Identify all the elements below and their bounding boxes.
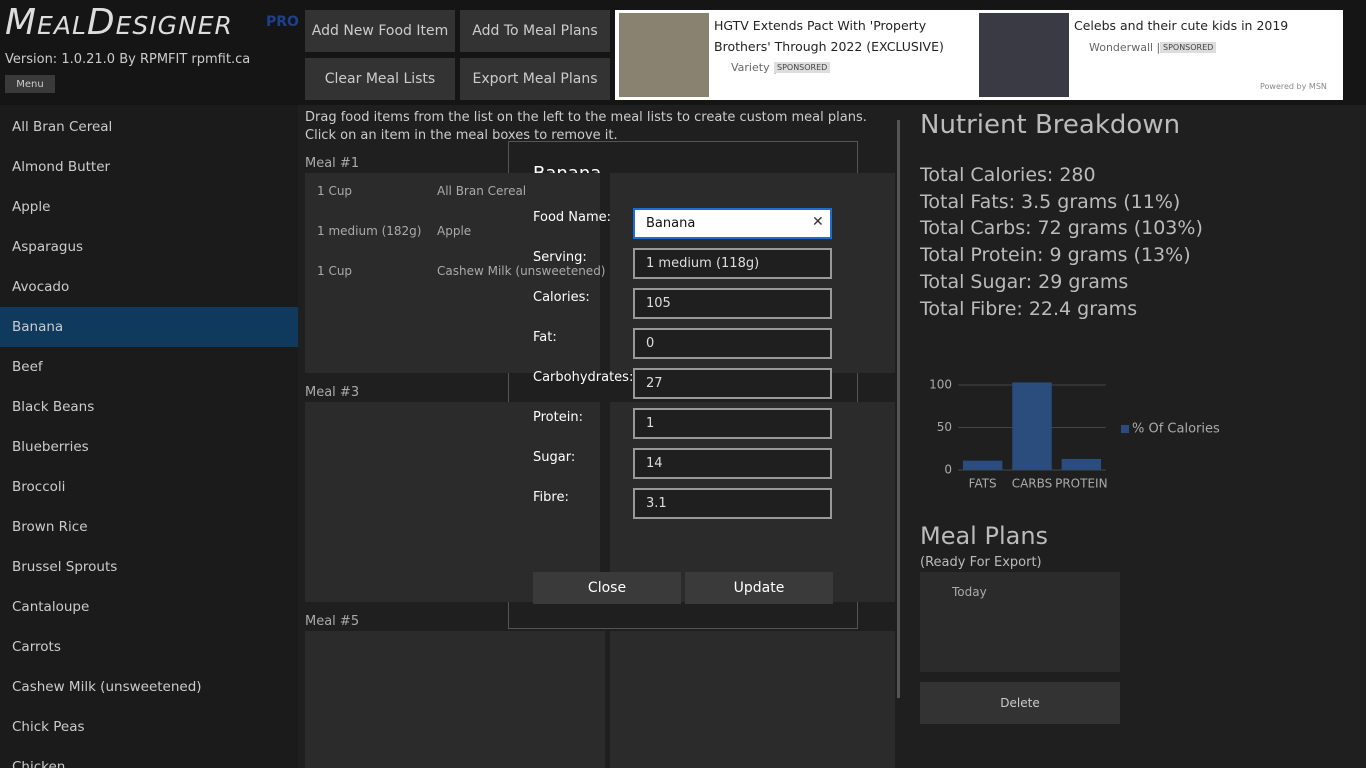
food-item[interactable]: Brown Rice [12,519,88,535]
toolbar-button[interactable]: Add New Food Item [305,10,455,52]
food-item[interactable]: Carrots [12,639,61,655]
ad-image[interactable] [979,13,1069,97]
meal-item-food[interactable]: Apple [437,224,472,238]
bar [1012,382,1052,470]
field-label: Food Name: [533,210,612,225]
meal-item-food[interactable]: All Bran Cereal [437,184,527,198]
logo-badge: PRO [266,14,299,30]
food-item[interactable]: Avocado [12,279,70,295]
food-item[interactable]: All Bran Cereal [12,119,113,135]
meal-box [305,173,600,373]
x-tick-label: FATS [969,477,997,491]
food-item[interactable]: Cantaloupe [12,599,90,615]
y-tick-label: 0 [944,463,952,477]
field-label: Sugar: [533,450,576,465]
food-item[interactable]: Broccoli [12,479,66,495]
toolbar-button[interactable]: Export Meal Plans [460,58,610,100]
ad-source[interactable]: Variety | [731,61,777,74]
x-tick-label: PROTEIN [1055,477,1107,491]
menu-button[interactable]: Menu [5,75,55,93]
field-label: Protein: [533,410,583,425]
dialog-button[interactable]: Update [685,572,833,604]
ad-footer: Powered by MSN [1260,82,1327,91]
meal-item-serving[interactable]: 1 medium (182g) [317,224,422,238]
food-item[interactable]: Asparagus [12,239,84,255]
logo: MealDesigner [5,2,233,43]
meal-box [305,402,600,602]
meal-label: Meal #1 [305,156,360,171]
meal-plans-subtitle: (Ready For Export) [920,555,1042,570]
food-item[interactable]: Beef [12,359,43,375]
meal-box [610,631,895,768]
ad-headline[interactable]: Celebs and their cute kids in 2019 [1074,18,1289,33]
legend-swatch [1121,425,1129,433]
y-tick-label: 50 [937,420,952,434]
nutrient-total: Total Protein: 9 grams (13%) [920,244,1191,267]
meal-item-serving[interactable]: 1 Cup [317,264,353,278]
food-item[interactable]: Banana [0,307,298,347]
food-item[interactable]: Cashew Milk (unsweetened) [12,679,202,695]
food-item[interactable]: Blueberries [12,439,89,455]
field-input[interactable]: 1 medium (118g) [633,248,832,279]
toolbar-button[interactable]: Clear Meal Lists [305,58,455,100]
food-item[interactable]: Black Beans [12,399,95,415]
field-label: Fat: [533,330,557,345]
ad-headline[interactable]: HGTV Extends Pact With 'Property Brother… [714,18,944,54]
toolbar-button[interactable]: Add To Meal Plans [460,10,610,52]
ad-badge[interactable]: SPONSORED [774,62,831,73]
meal-item-serving[interactable]: 1 Cup [317,184,353,198]
meal-label: Meal #3 [305,385,360,400]
nutrient-total: Total Fibre: 22.4 grams [920,297,1138,320]
legend-label: % Of Calories [1132,422,1220,437]
field-label: Serving: [533,250,587,265]
nutrient-total: Total Fats: 3.5 grams (11%) [920,190,1181,213]
meal-box [305,631,605,768]
ad-badge[interactable]: SPONSORED [1160,42,1217,53]
delete-button[interactable]: Delete [920,682,1120,724]
food-item[interactable]: Brussel Sprouts [12,559,118,575]
field-label: Carbohydrates: [533,370,634,385]
bar [1061,458,1102,470]
nutrient-total: Total Carbs: 72 grams (103%) [920,217,1203,240]
field-input[interactable]: 105 [633,288,832,319]
meal-plans-title: Meal Plans [920,522,1049,550]
field-label: Fibre: [533,490,569,505]
field-input[interactable]: 27 [633,368,832,399]
food-item[interactable]: Chick Peas [12,719,85,735]
meal-plans-list [920,572,1120,672]
food-item[interactable]: Apple [12,199,51,215]
food-item[interactable]: Chicken [12,759,66,768]
ad-source[interactable]: Wonderwall | [1089,41,1161,54]
field-input[interactable]: 14 [633,448,832,479]
nutrient-title: Nutrient Breakdown [920,110,1181,140]
field-input[interactable]: 3.1 [633,488,832,519]
dialog-button[interactable]: Close [533,572,681,604]
clear-icon[interactable]: ✕ [812,214,824,230]
field-input[interactable]: Banana [633,208,832,239]
y-tick-label: 100 [929,378,952,392]
meal-label: Meal #5 [305,614,360,629]
bar [962,460,1003,470]
nutrient-total: Total Sugar: 29 grams [920,270,1129,293]
instructions: Drag food items from the list on the lef… [305,110,867,143]
field-label: Calories: [533,290,590,305]
field-input[interactable]: 1 [633,408,832,439]
meal-plan-item[interactable]: Today [952,585,987,599]
food-list-panel [0,105,298,768]
divider [897,120,900,698]
nutrient-total: Total Calories: 280 [920,164,1096,186]
meal-item-food[interactable]: Cashew Milk (unsweetened) [437,264,606,278]
version: Version: 1.0.21.0 By RPMFIT rpmfit.ca [5,52,251,67]
nutrient-chart: 0 50 100 FATS CARBS PROTEIN % Of Calories [929,378,1220,491]
ad-image[interactable] [619,13,709,97]
field-input[interactable]: 0 [633,328,832,359]
food-item[interactable]: Almond Butter [12,159,111,175]
x-tick-label: CARBS [1012,477,1053,491]
